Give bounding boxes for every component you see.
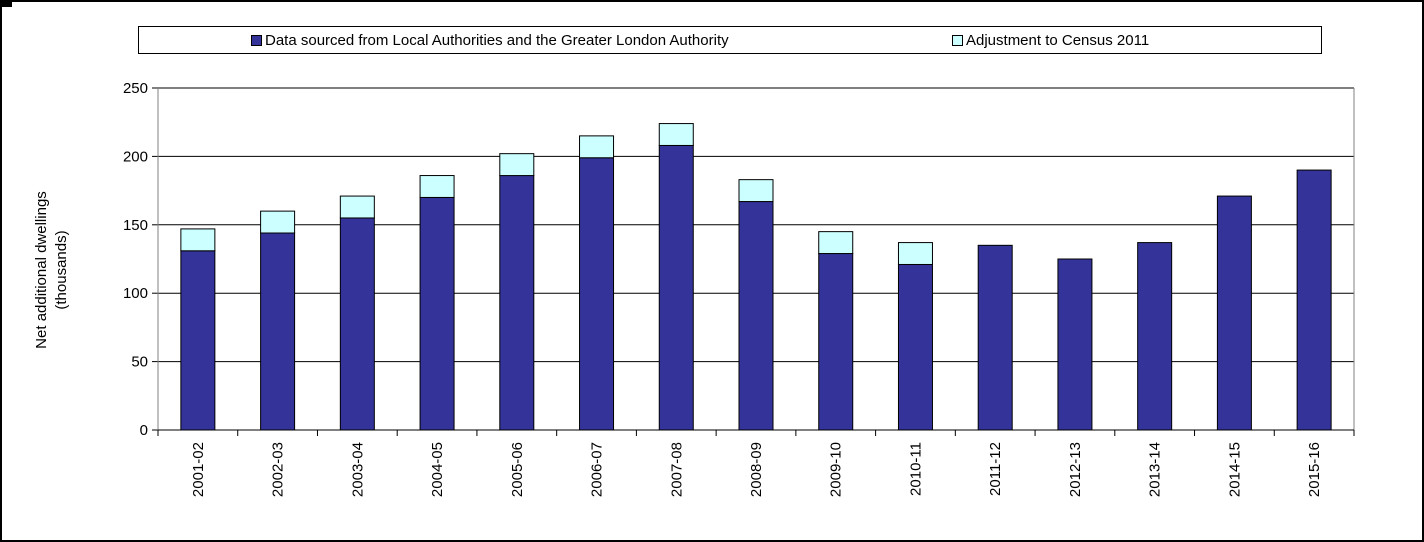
x-tick-label-2009-10: 2009-10 — [828, 442, 845, 497]
y-tick-label-250: 250 — [123, 80, 148, 97]
bar-census-adjustment-2006-07 — [579, 135, 615, 159]
bar-local-authorities-2003-04 — [339, 217, 375, 431]
bar-local-authorities-2009-10 — [818, 253, 854, 431]
y-tick-label-50: 50 — [131, 354, 148, 371]
x-tick-label-2005-06: 2005-06 — [509, 442, 526, 497]
x-tick-label-2002-03: 2002-03 — [270, 442, 287, 497]
bar-census-adjustment-2004-05 — [419, 175, 455, 198]
bar-local-authorities-2001-02 — [180, 250, 216, 431]
x-tick-label-2007-08: 2007-08 — [668, 442, 685, 497]
bar-local-authorities-2010-11 — [897, 263, 933, 431]
y-tick-label-200: 200 — [123, 148, 148, 165]
x-tick-label-2015-16: 2015-16 — [1306, 442, 1323, 497]
y-tick-label-0: 0 — [140, 422, 148, 439]
bar-census-adjustment-2002-03 — [260, 210, 296, 234]
frame-corner-mark — [0, 0, 12, 7]
x-tick-label-2012-13: 2012-13 — [1067, 442, 1084, 497]
bar-census-adjustment-2009-10 — [818, 231, 854, 255]
chart-legend: Data sourced from Local Authorities and … — [138, 26, 1322, 54]
bar-local-authorities-2006-07 — [579, 157, 615, 431]
legend-item-local-authorities: Data sourced from Local Authorities and … — [251, 27, 729, 53]
x-tick-label-2013-14: 2013-14 — [1147, 442, 1164, 497]
x-tick-label-2014-15: 2014-15 — [1226, 442, 1243, 497]
legend-swatch-local-authorities — [251, 34, 262, 46]
bar-census-adjustment-2007-08 — [658, 123, 694, 146]
bar-local-authorities-2004-05 — [419, 196, 455, 431]
x-tick-label-2006-07: 2006-07 — [589, 442, 606, 497]
bar-census-adjustment-2005-06 — [499, 153, 535, 177]
bar-local-authorities-2007-08 — [658, 144, 694, 431]
bar-local-authorities-2012-13 — [1057, 258, 1093, 431]
bar-local-authorities-2008-09 — [738, 201, 774, 431]
x-tick-label-2003-04: 2003-04 — [349, 442, 366, 497]
legend-label-local-authorities: Data sourced from Local Authorities and … — [265, 31, 729, 49]
x-tick-label-2008-09: 2008-09 — [748, 442, 765, 497]
bar-census-adjustment-2003-04 — [339, 195, 375, 219]
y-tick-label-150: 150 — [123, 217, 148, 234]
x-tick-label-2004-05: 2004-05 — [429, 442, 446, 497]
legend-item-census-adjustment: Adjustment to Census 2011 — [952, 27, 1149, 53]
legend-label-census-adjustment: Adjustment to Census 2011 — [966, 31, 1150, 49]
bar-local-authorities-2015-16 — [1296, 169, 1332, 431]
bar-census-adjustment-2001-02 — [180, 228, 216, 252]
bar-census-adjustment-2008-09 — [738, 179, 774, 203]
bar-local-authorities-2002-03 — [260, 232, 296, 431]
bar-local-authorities-2011-12 — [977, 244, 1013, 431]
bar-local-authorities-2013-14 — [1137, 242, 1173, 431]
bar-local-authorities-2005-06 — [499, 175, 535, 431]
x-tick-label-2010-11: 2010-11 — [907, 442, 924, 496]
x-tick-label-2011-12: 2011-12 — [987, 442, 1004, 496]
legend-swatch-census-adjustment — [952, 34, 963, 46]
x-tick-label-2001-02: 2001-02 — [190, 442, 207, 497]
bar-census-adjustment-2010-11 — [897, 242, 933, 265]
y-tick-label-100: 100 — [123, 285, 148, 302]
bar-local-authorities-2014-15 — [1216, 195, 1252, 431]
